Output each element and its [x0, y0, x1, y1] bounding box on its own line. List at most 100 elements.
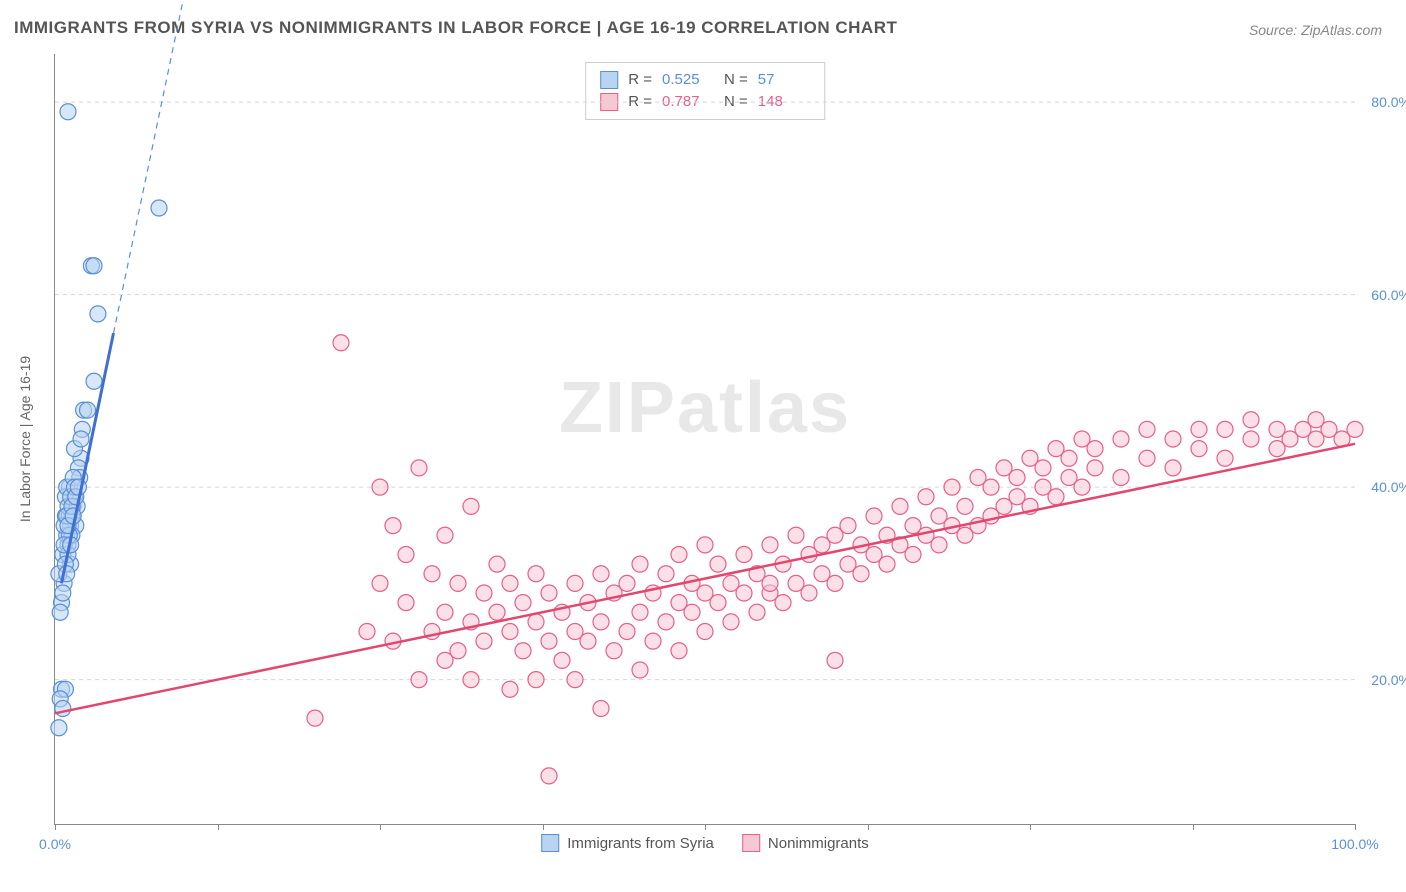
data-point	[1087, 460, 1103, 476]
data-point	[905, 547, 921, 563]
x-tick	[705, 824, 706, 830]
data-point	[606, 643, 622, 659]
data-point	[1217, 450, 1233, 466]
x-tick-label: 0.0%	[39, 836, 71, 852]
data-point	[736, 547, 752, 563]
data-point	[51, 720, 67, 736]
data-point	[697, 537, 713, 553]
data-point	[1347, 421, 1363, 437]
data-point	[1139, 421, 1155, 437]
trend-line-blue	[62, 333, 114, 583]
data-point	[528, 566, 544, 582]
data-point	[1061, 450, 1077, 466]
data-point	[463, 672, 479, 688]
y-tick-label: 80.0%	[1371, 94, 1406, 110]
data-point	[827, 575, 843, 591]
data-point	[489, 604, 505, 620]
data-point	[1074, 479, 1090, 495]
data-point	[788, 527, 804, 543]
data-point	[60, 104, 76, 120]
data-point	[424, 566, 440, 582]
data-point	[1087, 441, 1103, 457]
data-point	[502, 681, 518, 697]
data-point	[762, 537, 778, 553]
data-point	[541, 768, 557, 784]
data-point	[463, 498, 479, 514]
data-point	[1113, 431, 1129, 447]
source-label: Source: ZipAtlas.com	[1249, 22, 1382, 38]
data-point	[944, 479, 960, 495]
data-point	[86, 258, 102, 274]
data-point	[632, 604, 648, 620]
data-point	[762, 575, 778, 591]
y-tick-label: 40.0%	[1371, 479, 1406, 495]
trend-line-blue-extrapolation	[114, 0, 199, 333]
data-point	[619, 624, 635, 640]
legend-item-pink: Nonimmigrants	[742, 834, 869, 852]
data-point	[333, 335, 349, 351]
data-point	[931, 537, 947, 553]
data-point	[1139, 450, 1155, 466]
data-point	[151, 200, 167, 216]
data-point	[1243, 412, 1259, 428]
data-point	[411, 672, 427, 688]
chart-area: ZIPatlas In Labor Force | Age 16-19 R = …	[54, 54, 1355, 825]
y-axis-title: In Labor Force | Age 16-19	[17, 356, 33, 522]
data-point	[1165, 431, 1181, 447]
data-point	[658, 614, 674, 630]
data-point	[55, 585, 71, 601]
data-point	[528, 614, 544, 630]
data-point	[723, 614, 739, 630]
data-point	[632, 662, 648, 678]
data-point	[73, 431, 89, 447]
data-point	[372, 575, 388, 591]
legend-label-blue: Immigrants from Syria	[567, 835, 714, 852]
data-point	[749, 604, 765, 620]
data-point	[1191, 441, 1207, 457]
chart-title: IMMIGRANTS FROM SYRIA VS NONIMMIGRANTS I…	[14, 18, 897, 38]
data-point	[957, 498, 973, 514]
data-point	[1009, 470, 1025, 486]
data-point	[710, 595, 726, 611]
data-point	[1217, 421, 1233, 437]
data-point	[827, 652, 843, 668]
data-point	[1048, 489, 1064, 505]
data-point	[476, 585, 492, 601]
data-point	[541, 633, 557, 649]
data-point	[86, 373, 102, 389]
data-point	[372, 479, 388, 495]
data-point	[710, 556, 726, 572]
data-point	[866, 508, 882, 524]
trend-line-pink	[55, 444, 1355, 714]
data-point	[1035, 460, 1051, 476]
x-tick	[868, 824, 869, 830]
data-point	[567, 672, 583, 688]
data-point	[736, 585, 752, 601]
data-point	[840, 518, 856, 534]
data-point	[983, 479, 999, 495]
data-point	[593, 614, 609, 630]
data-point	[1191, 421, 1207, 437]
data-point	[489, 556, 505, 572]
data-point	[1165, 460, 1181, 476]
data-point	[515, 643, 531, 659]
data-point	[437, 527, 453, 543]
data-point	[385, 518, 401, 534]
data-point	[775, 595, 791, 611]
data-point	[892, 498, 908, 514]
data-point	[619, 575, 635, 591]
x-tick	[543, 824, 544, 830]
data-point	[90, 306, 106, 322]
data-point	[658, 566, 674, 582]
swatch-pink-icon	[742, 834, 760, 852]
data-point	[645, 633, 661, 649]
data-point	[567, 575, 583, 591]
data-point	[632, 556, 648, 572]
swatch-blue-icon	[541, 834, 559, 852]
data-point	[1113, 470, 1129, 486]
data-point	[697, 624, 713, 640]
data-point	[879, 556, 895, 572]
data-point	[853, 566, 869, 582]
x-tick	[218, 824, 219, 830]
data-point	[528, 672, 544, 688]
